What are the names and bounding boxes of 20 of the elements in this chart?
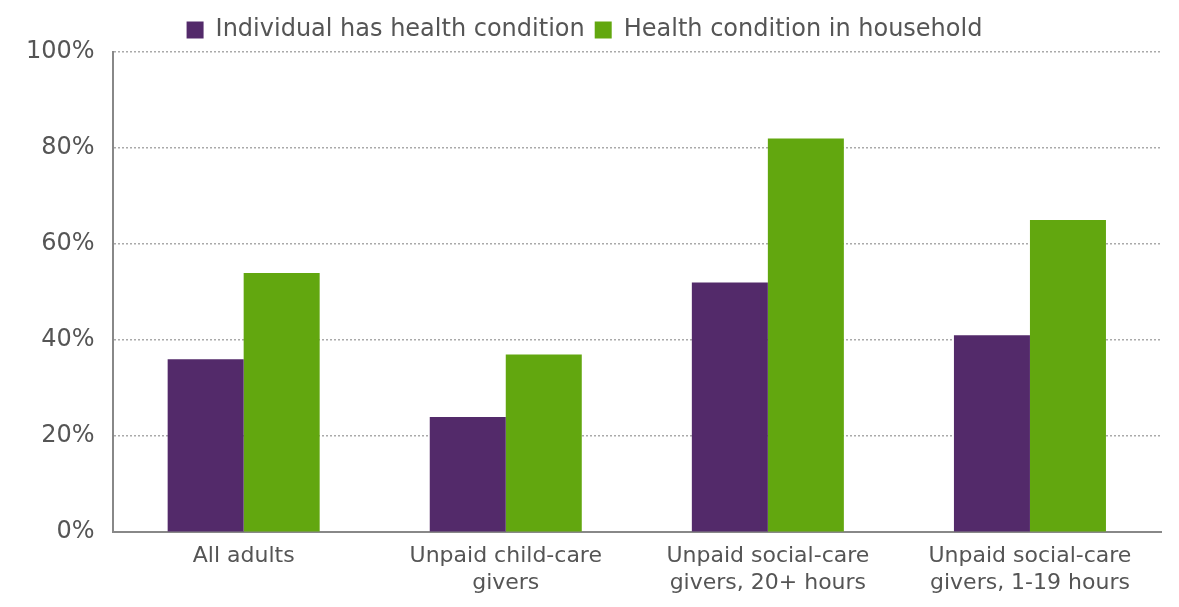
x-tick-label: All adults <box>192 542 295 568</box>
bar <box>505 354 582 532</box>
y-tick-label: 0% <box>56 516 95 545</box>
y-tick-label: 100% <box>25 36 95 65</box>
x-tick-label: Unpaid social-care givers, 1-19 hours <box>928 542 1132 594</box>
bar <box>767 138 844 532</box>
y-tick-label: 20% <box>41 420 95 449</box>
y-tick-label: 40% <box>41 324 95 353</box>
bar <box>167 359 244 532</box>
x-tick-label: Unpaid social-care givers, 20+ hours <box>666 542 870 594</box>
bar <box>243 272 320 532</box>
y-tick-label: 60% <box>41 228 95 257</box>
legend-label: Health condition in household <box>623 14 983 43</box>
y-tick-label: 80% <box>41 132 95 161</box>
bar <box>1029 220 1106 532</box>
bar <box>691 282 768 532</box>
x-tick-label: Unpaid child-care givers <box>409 542 602 594</box>
bar <box>953 335 1030 532</box>
legend-label: Individual has health condition <box>215 14 585 43</box>
bar <box>429 416 506 532</box>
